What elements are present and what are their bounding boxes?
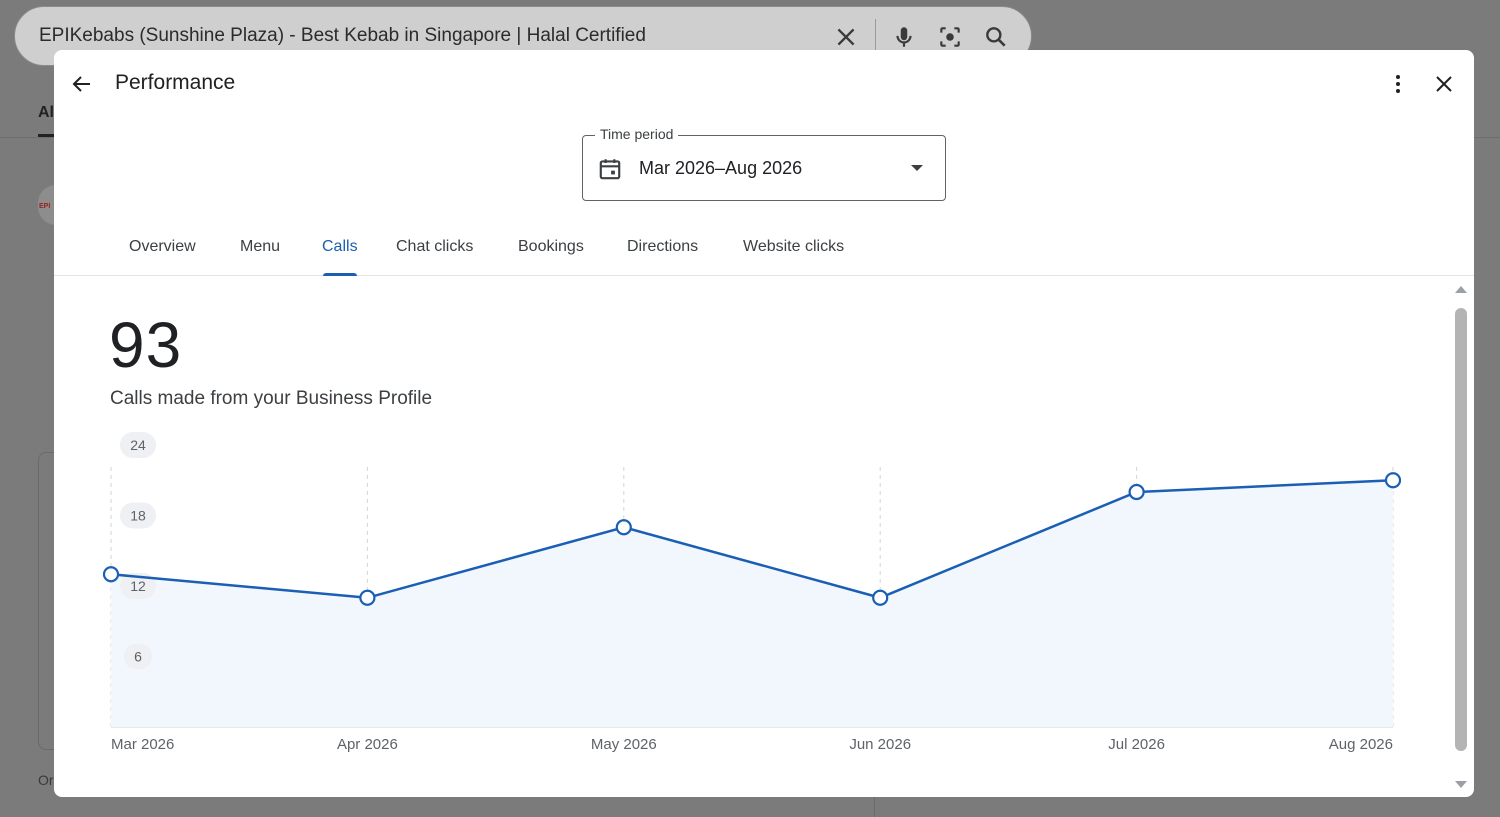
microphone-icon <box>896 27 912 47</box>
y-tick-pill-18 <box>120 502 156 529</box>
y-tick-pill-24 <box>120 432 156 458</box>
close-button[interactable] <box>1428 68 1460 100</box>
more-vert-icon <box>1396 75 1400 93</box>
metric-description: Calls made from your Business Profile <box>110 388 433 409</box>
area-fill <box>111 480 1393 727</box>
background-logo <box>38 185 56 225</box>
background-search-text: EPIKebabs (Sunshine Plaza) - Best Kebab … <box>39 25 646 46</box>
more-options-button[interactable] <box>1382 68 1414 100</box>
data-point-0 <box>102 566 120 583</box>
x-tick-label-0: Mar 2026 <box>111 736 174 753</box>
dialog-title: Performance <box>115 71 236 94</box>
background-footer-text: Or <box>38 772 54 788</box>
performance-dialog: Performance Time period Mar 2026–Aug 202… <box>54 50 1474 797</box>
data-point-2 <box>615 519 632 536</box>
x-tick-label-4: Jul 2026 <box>1108 736 1165 753</box>
x-tick-label-5: Aug 2026 <box>1329 736 1393 753</box>
active-tab-indicator <box>323 273 357 276</box>
time-period-value: Mar 2026–Aug 2026 <box>639 158 803 178</box>
background-tab-indicator <box>38 134 54 137</box>
metric-total: 93 <box>109 309 183 381</box>
clear-icon <box>837 28 855 46</box>
tab-calls[interactable]: Calls <box>322 238 358 255</box>
time-period-select[interactable]: Time period Mar 2026–Aug 2026 <box>582 126 946 201</box>
x-tick-label-2: May 2026 <box>591 736 657 753</box>
calendar-icon <box>599 159 621 180</box>
series-line <box>110 479 1394 600</box>
close-icon <box>1436 76 1452 92</box>
y-tick-pill-12 <box>120 573 156 599</box>
scroll-up-arrow[interactable] <box>1455 286 1467 293</box>
tab-overview[interactable]: Overview <box>129 238 196 255</box>
background-tab: Al <box>38 104 54 121</box>
arrow-back-icon <box>72 76 90 92</box>
background-vertical-line <box>874 797 875 817</box>
y-tick-label-18: 18 <box>130 508 146 524</box>
y-tick-label-12: 12 <box>130 578 146 594</box>
x-tick-label-3: Jun 2026 <box>849 736 911 753</box>
background-card <box>38 452 56 750</box>
y-tick-pill-6 <box>124 643 152 670</box>
scroll-down-arrow[interactable] <box>1455 781 1467 788</box>
calls-chart: 6 12 18 24 Mar 2026 Apr 2026 May 2026 Jun 2026… <box>102 432 1402 753</box>
tab-directions[interactable]: Directions <box>627 238 699 255</box>
lens-icon <box>940 27 960 47</box>
background-logo-text: EPI <box>39 203 51 210</box>
scrollbar-thumb[interactable] <box>1455 308 1467 751</box>
tab-chat-clicks[interactable]: Chat clicks <box>396 238 474 255</box>
back-button[interactable] <box>66 68 98 100</box>
search-icon <box>986 27 1006 47</box>
time-period-label: Time period <box>595 126 679 142</box>
y-tick-label-24: 24 <box>130 437 146 453</box>
x-tick-label-1: Apr 2026 <box>337 736 398 753</box>
tab-website-clicks[interactable]: Website clicks <box>743 238 845 255</box>
data-point-5 <box>1384 472 1402 489</box>
metric-tabs: Overview Menu Calls Chat clicks Bookings… <box>54 228 1474 276</box>
tab-bookings[interactable]: Bookings <box>518 238 584 255</box>
data-point-3 <box>872 589 889 606</box>
background-search-divider <box>875 19 876 55</box>
data-point-1 <box>359 589 376 606</box>
y-tick-label-6: 6 <box>134 649 142 665</box>
dropdown-arrow-icon <box>911 165 923 171</box>
data-point-4 <box>1128 483 1145 501</box>
tab-menu[interactable]: Menu <box>240 238 281 255</box>
